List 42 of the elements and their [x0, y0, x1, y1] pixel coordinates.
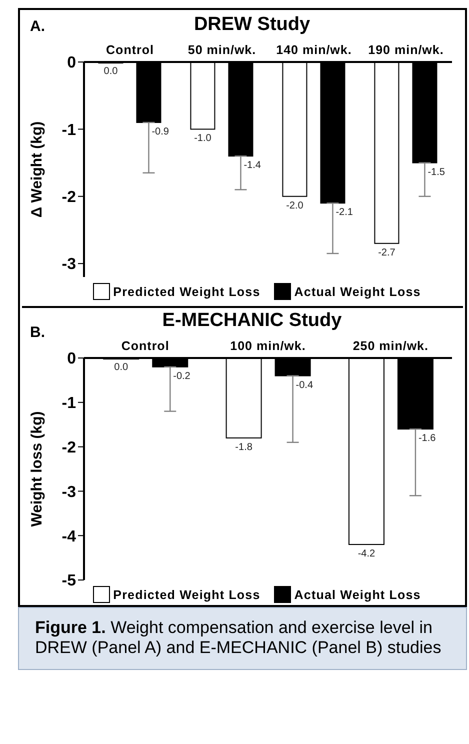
legend-label: Predicted Weight Loss [112, 284, 260, 300]
x-tick-label: 50 min/wk. [188, 43, 256, 57]
data-label: -2.0 [286, 200, 304, 212]
data-label: -0.2 [173, 370, 191, 382]
caption: Figure 1. Weight compensation and exercise level in DREW (Panel A) and E-MECHANIC (Panel B) studies [35, 618, 442, 659]
data-label: -0.9 [152, 126, 170, 138]
y-tick-label: 0 [67, 54, 76, 72]
data-label: -1.5 [428, 166, 446, 178]
x-tick-label: Control [106, 43, 154, 57]
legend-label: Predicted Weight Loss [112, 586, 260, 603]
legend-label: Actual Weight Loss [293, 586, 421, 603]
y-axis-title: Weight loss (kg) [28, 411, 46, 527]
data-label: -1.8 [235, 442, 253, 453]
chart-title: DREW Study [194, 14, 310, 35]
y-tick-label: -4 [62, 528, 76, 546]
data-label: -2.1 [336, 207, 354, 218]
data-label: -0.4 [296, 380, 314, 391]
y-tick-label: -1 [62, 395, 76, 412]
data-label: -1.0 [194, 133, 212, 144]
y-axis-title: Δ Weight (kg) [28, 121, 46, 218]
data-label: 0.0 [114, 362, 129, 373]
x-tick-label: Control [121, 339, 170, 353]
text: A. [30, 18, 45, 35]
data-label: -4.2 [358, 548, 376, 560]
data-label: 0.0 [104, 66, 118, 77]
y-tick-label: -3 [62, 484, 76, 501]
y-tick-label: 0 [67, 350, 76, 368]
text: B. [30, 324, 45, 341]
x-tick-label: 250 min/wk. [352, 339, 429, 353]
y-tick-label: -1 [62, 122, 76, 139]
chart-title: E-MECHANIC Study [162, 310, 342, 331]
y-tick-label: -3 [62, 256, 76, 274]
x-tick-label: 190 min/wk. [368, 43, 444, 57]
y-tick-label: -5 [62, 572, 76, 590]
y-tick-label: -2 [62, 439, 76, 456]
legend-label: Actual Weight Loss [293, 284, 421, 300]
data-label: -2.7 [378, 247, 396, 258]
x-tick-label: 140 min/wk. [276, 43, 352, 57]
x-tick-label: 100 min/wk. [230, 339, 306, 353]
data-label: -1.4 [244, 160, 262, 172]
y-tick-label: -2 [62, 189, 76, 206]
data-label: -1.6 [418, 433, 436, 444]
